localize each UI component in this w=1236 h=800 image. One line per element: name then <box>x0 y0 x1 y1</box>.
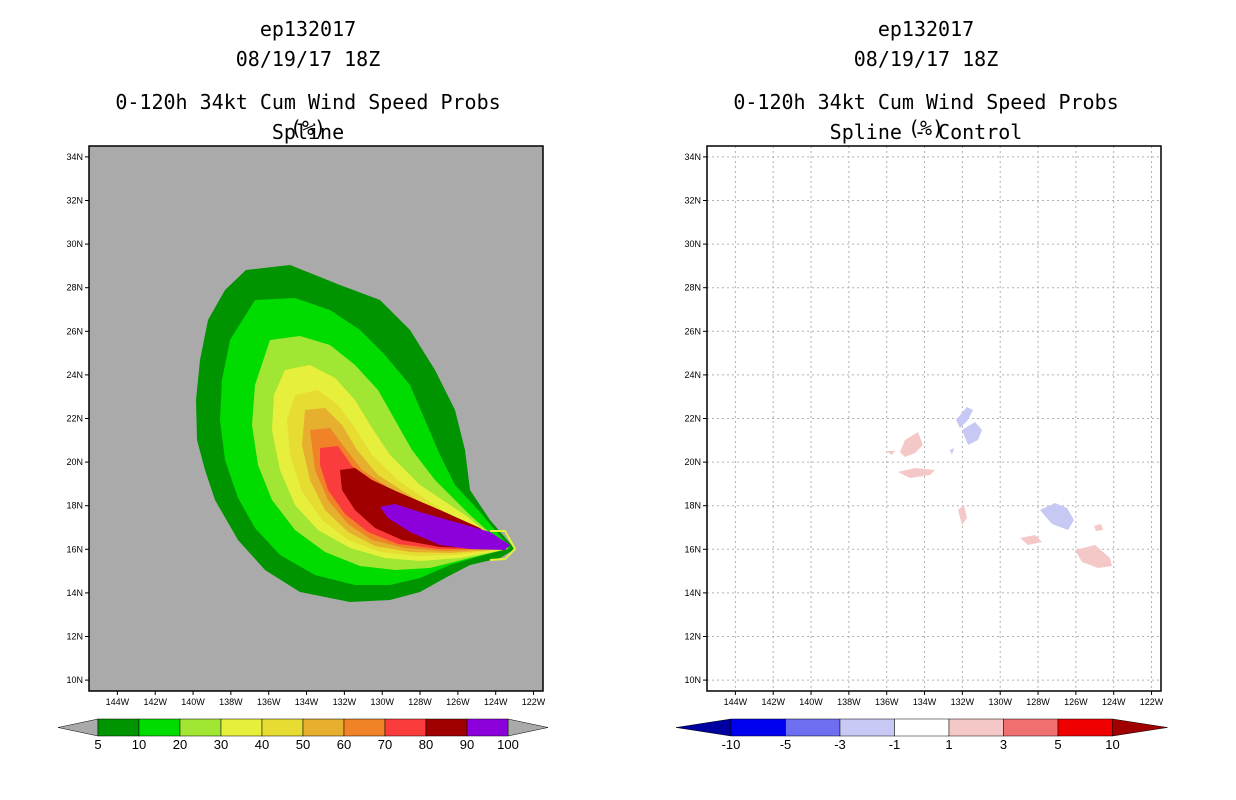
lon-tick-label: 130W <box>370 697 394 707</box>
lat-tick-label: 10N <box>66 675 83 685</box>
lat-tick-label: 34N <box>66 152 83 162</box>
lat-tick-label: 14N <box>66 588 83 598</box>
lat-tick-label: 28N <box>66 283 83 293</box>
right-storm-id: ep132017 <box>877 17 975 41</box>
lon-tick-label: 144W <box>106 697 130 707</box>
left-subtitle: Spline <box>271 120 345 144</box>
lon-tick-label: 138W <box>219 697 243 707</box>
left-axis-ticks: 34N 32N 30N 28N 26N 24N 22N 20N 18N 16N 14N 12N 10N 1… <box>66 152 545 707</box>
lat-tick-label: 18N <box>66 501 83 511</box>
lon-tick-label: 128W <box>408 697 432 707</box>
left-datetime: 08/19/17 18Z <box>235 47 381 71</box>
left-storm-id: ep132017 <box>259 17 357 41</box>
lat-tick-label: 32N <box>66 196 83 206</box>
lon-tick-label: 132W <box>333 697 357 707</box>
lat-tick-label: 24N <box>66 370 83 380</box>
contour-100-outline <box>489 530 517 561</box>
lon-tick-label: 122W <box>522 697 546 707</box>
lon-tick-label: 142W <box>143 697 167 707</box>
lat-tick-label: 30N <box>66 239 83 249</box>
lon-tick-label: 126W <box>446 697 470 707</box>
right-subtitle: Spline - Control <box>829 120 1023 144</box>
lon-tick-label: 140W <box>181 697 205 707</box>
right-datetime: 08/19/17 18Z <box>853 47 999 71</box>
lon-tick-label: 134W <box>295 697 319 707</box>
left-title: 0-120h 34kt Cum Wind Speed Probs (%) <box>115 90 501 140</box>
contour-90 <box>380 504 510 550</box>
right-title: 0-120h 34kt Cum Wind Speed Probs (%) <box>733 90 1119 140</box>
lat-tick-label: 26N <box>66 326 83 336</box>
lon-tick-label: 124W <box>484 697 508 707</box>
lat-tick-label: 16N <box>66 544 83 554</box>
lon-tick-label: 136W <box>257 697 281 707</box>
lat-tick-label: 22N <box>66 414 83 424</box>
lat-tick-label: 12N <box>66 632 83 642</box>
lat-tick-label: 20N <box>66 457 83 467</box>
